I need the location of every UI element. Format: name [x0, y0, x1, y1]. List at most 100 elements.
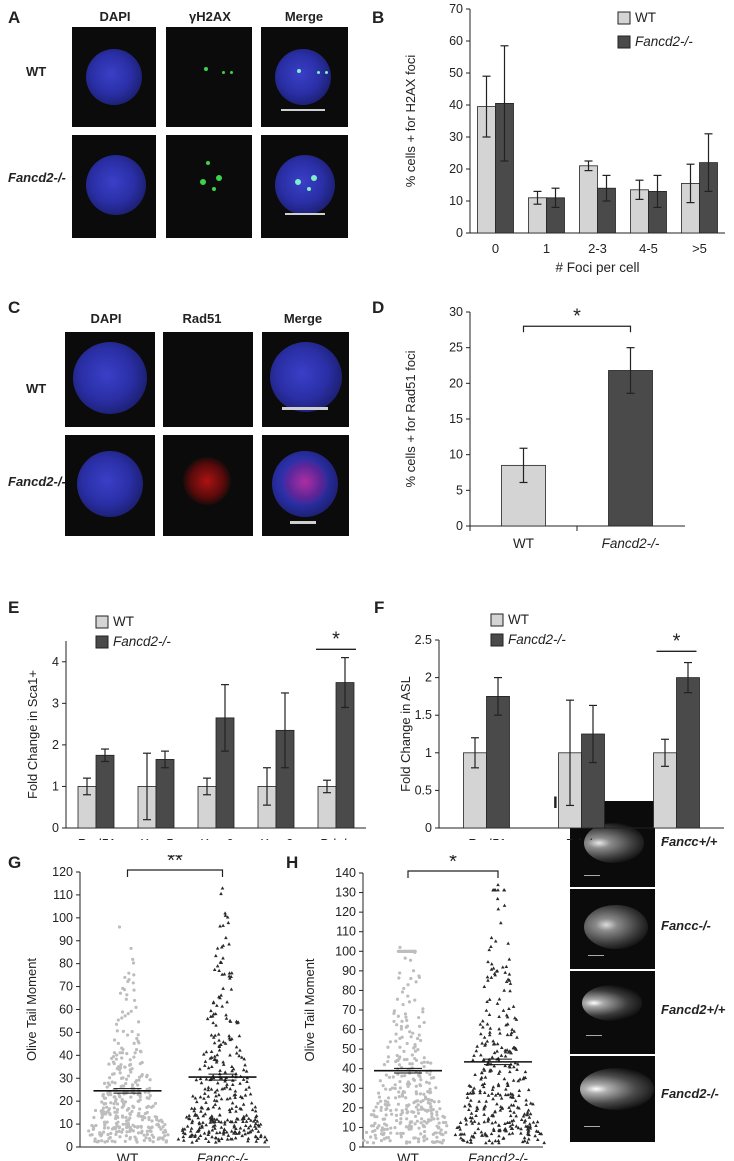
data-point — [206, 1066, 211, 1070]
data-point — [504, 979, 509, 984]
data-point — [480, 1082, 485, 1087]
data-point — [133, 1125, 137, 1129]
data-point — [383, 1102, 387, 1107]
data-point — [422, 1139, 426, 1143]
data-point — [407, 949, 412, 953]
y-tick-label: 20 — [59, 1094, 73, 1108]
significance-label: * — [332, 628, 340, 650]
data-point — [511, 1004, 516, 1008]
data-point — [107, 1107, 111, 1111]
data-point — [481, 1084, 486, 1089]
data-point — [230, 971, 234, 975]
data-point — [369, 1135, 373, 1139]
data-point — [491, 966, 496, 970]
data-point — [373, 1121, 377, 1125]
data-point — [525, 1140, 530, 1144]
data-point — [477, 1099, 481, 1103]
data-point — [120, 1056, 124, 1060]
y-tick-label: 110 — [53, 888, 73, 902]
data-point — [219, 891, 223, 896]
data-point — [501, 1008, 506, 1012]
y-tick-label: 100 — [335, 944, 356, 958]
data-point — [230, 1064, 234, 1068]
data-point — [525, 1124, 530, 1128]
data-point — [199, 1080, 204, 1085]
data-point — [512, 1110, 516, 1114]
data-point — [426, 1090, 430, 1094]
data-point — [148, 1093, 152, 1098]
data-point — [514, 1124, 519, 1128]
data-point — [145, 1129, 149, 1133]
comet — [582, 985, 642, 1021]
data-point — [221, 1130, 226, 1134]
data-point — [475, 1044, 480, 1048]
legend-label: WT — [113, 614, 134, 629]
data-point — [382, 1063, 387, 1067]
data-point — [485, 1134, 489, 1138]
data-point — [103, 1120, 107, 1124]
data-point — [430, 1111, 434, 1116]
data-point — [246, 1139, 250, 1143]
data-point — [419, 1107, 423, 1111]
data-point — [198, 1133, 203, 1137]
x-tick-label: WT — [397, 1150, 419, 1161]
data-point — [506, 941, 510, 945]
data-point — [201, 1114, 206, 1118]
data-point — [420, 1061, 424, 1065]
data-point — [516, 1079, 521, 1083]
data-point — [404, 1025, 408, 1029]
data-point — [246, 1136, 251, 1140]
data-point — [442, 1115, 447, 1119]
data-point — [509, 1051, 513, 1055]
data-point — [108, 1111, 112, 1115]
data-point — [428, 1090, 433, 1094]
col-header-merge: Merge — [283, 311, 323, 326]
data-point — [465, 1091, 470, 1095]
data-point — [113, 1095, 117, 1099]
data-point — [196, 1116, 201, 1120]
data-point — [401, 949, 406, 953]
data-point — [105, 1120, 109, 1124]
y-tick-label: 10 — [449, 448, 463, 462]
data-point — [426, 1060, 430, 1064]
data-point — [503, 1121, 507, 1126]
data-point — [485, 1039, 490, 1043]
data-point — [213, 1102, 217, 1106]
data-point — [189, 1126, 194, 1130]
data-point — [509, 1030, 514, 1035]
data-point — [112, 1102, 116, 1106]
data-point — [438, 1131, 442, 1135]
data-point — [468, 1115, 473, 1119]
data-point — [213, 1033, 217, 1037]
data-point — [388, 1139, 392, 1143]
y-axis-label: % cells + for Rad51 foci — [403, 350, 418, 487]
data-point — [429, 1098, 433, 1102]
data-point — [223, 1041, 228, 1045]
data-point — [215, 1053, 220, 1057]
data-point — [115, 1053, 119, 1057]
data-point — [374, 1136, 378, 1140]
data-point — [482, 1107, 486, 1111]
data-point — [489, 967, 494, 971]
data-point — [214, 1136, 219, 1140]
data-point — [465, 1095, 470, 1099]
data-point — [217, 1048, 222, 1052]
data-point — [490, 1141, 495, 1145]
focus-dot — [204, 67, 208, 71]
data-point — [230, 1119, 234, 1124]
row-label-fancd2-ko: Fancd2-/- — [8, 474, 66, 489]
data-point — [243, 1063, 247, 1067]
data-point — [497, 1141, 501, 1145]
chart-g-olive-tail-moment: 0 10 20 30 40 50 60 70 80 90 100 110 120 Olive Tail M… — [24, 855, 270, 1161]
data-point — [153, 1101, 158, 1106]
y-tick-label: 2.5 — [415, 633, 432, 647]
data-point — [258, 1122, 263, 1126]
data-point — [394, 1113, 399, 1117]
data-point — [445, 1124, 449, 1128]
comet-label-fancc-wt: Fancc+/+ — [661, 834, 718, 849]
data-point — [486, 959, 490, 964]
data-point — [110, 1080, 114, 1084]
y-tick-label: 40 — [342, 1062, 356, 1076]
data-point — [444, 1130, 448, 1135]
data-point — [404, 1107, 408, 1111]
